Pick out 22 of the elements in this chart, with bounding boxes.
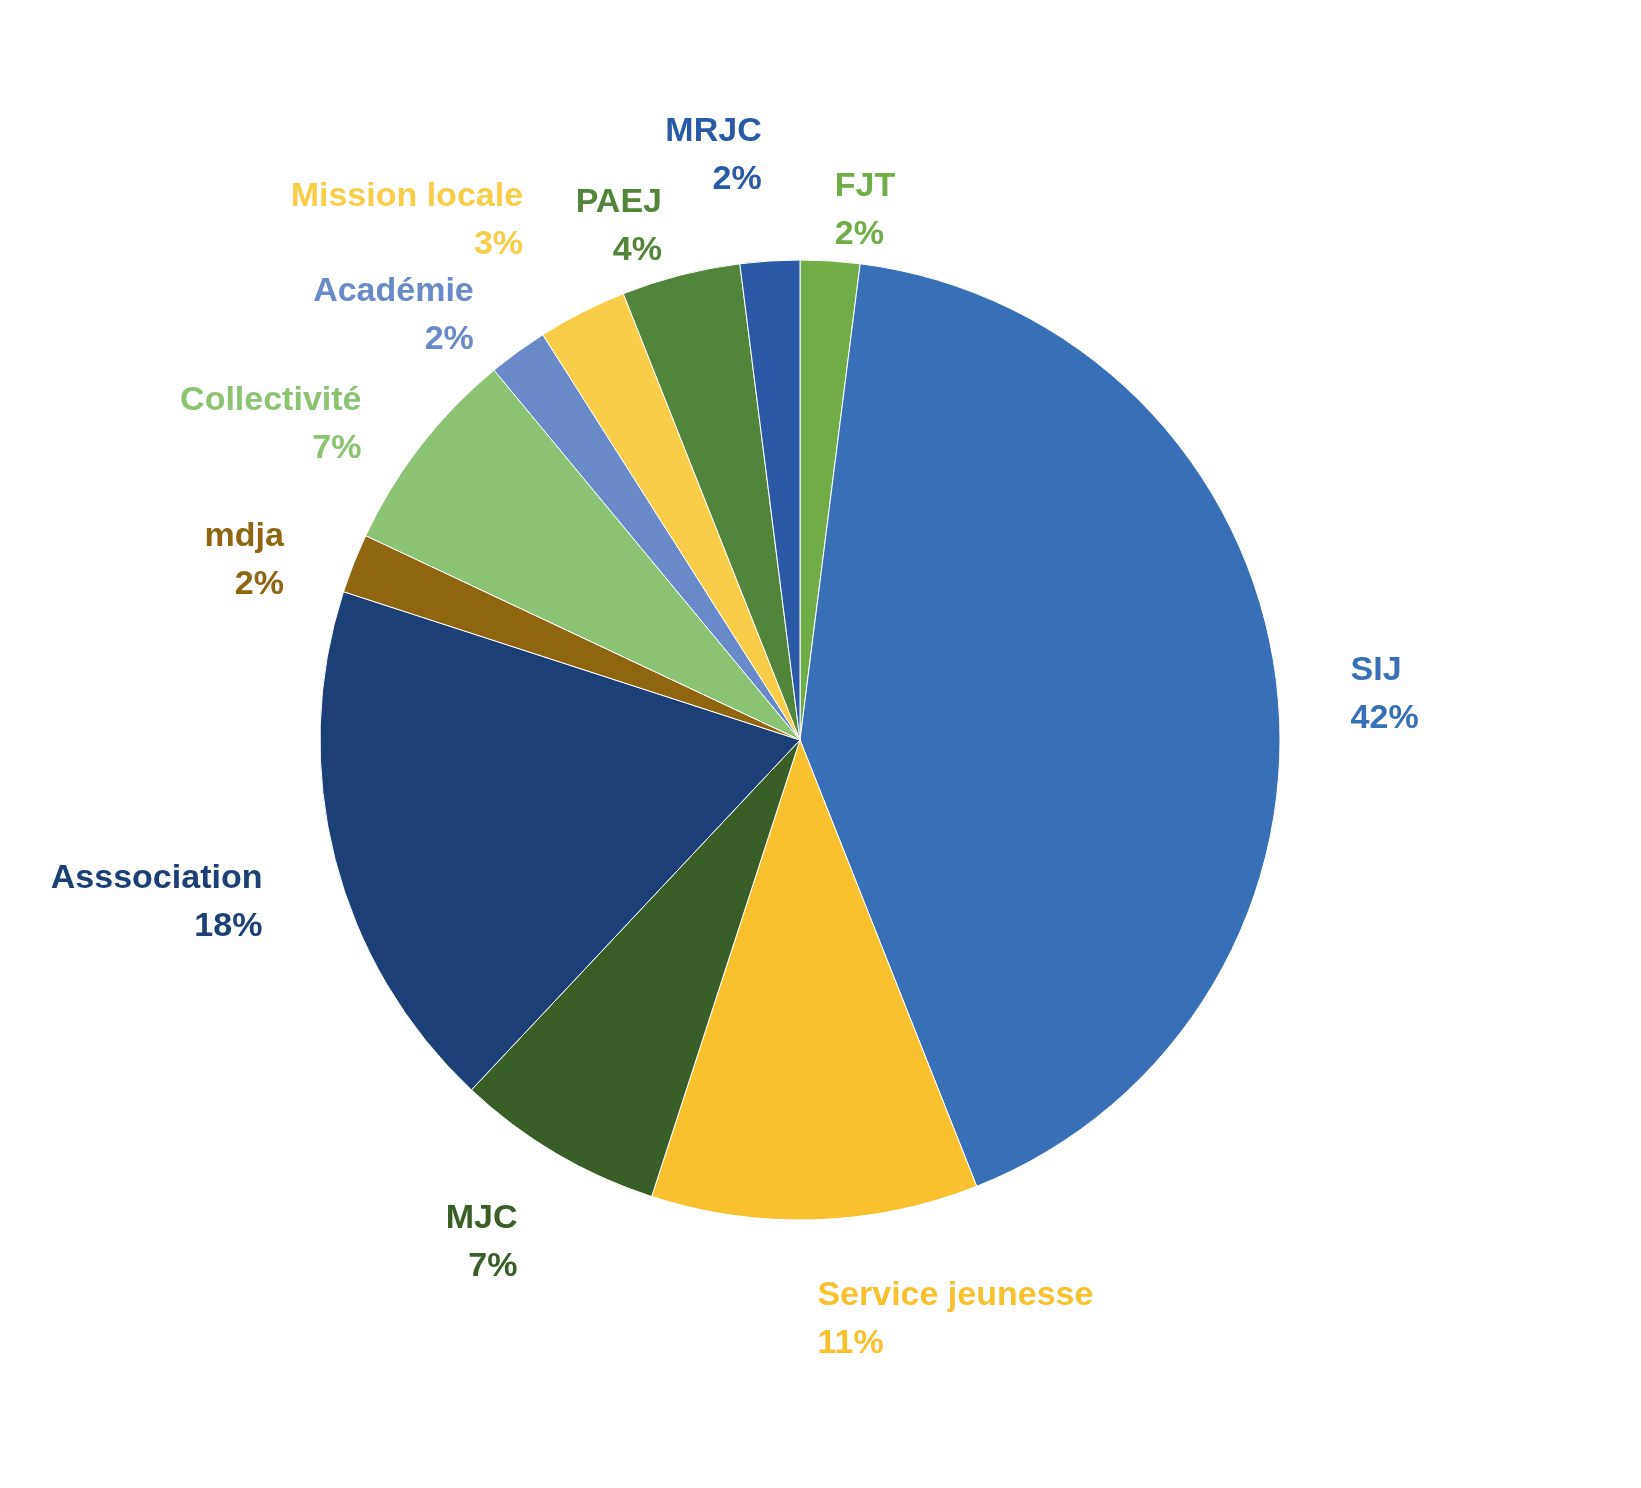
- slice-label: Académie: [313, 270, 474, 308]
- slice-label: Service jeunesse: [817, 1273, 1094, 1312]
- slice-label: mdja: [204, 514, 286, 553]
- slice-label: Asssociation: [50, 857, 263, 896]
- data-label: 7%: [468, 1244, 518, 1283]
- slice-label: Mission locale: [290, 175, 524, 214]
- slice-label: PAEJ: [575, 181, 662, 220]
- data-label: 2%: [712, 158, 762, 197]
- data-label: 42%: [1350, 697, 1419, 736]
- slice-label: MRJC: [665, 110, 762, 149]
- data-label: 3%: [473, 223, 524, 262]
- data-label: 2%: [834, 213, 884, 252]
- data-label: 4%: [612, 229, 662, 268]
- slice-label: FJT: [834, 165, 896, 204]
- data-label: 11%: [817, 1321, 884, 1360]
- slice-label: SIJ: [1350, 649, 1402, 688]
- data-label: 2%: [424, 318, 474, 356]
- data-label: 7%: [312, 426, 362, 465]
- data-label: 18%: [194, 905, 263, 944]
- slice-label: Collectivité: [180, 378, 362, 417]
- data-label: 2%: [234, 562, 284, 601]
- slice-label: MJC: [445, 1196, 518, 1235]
